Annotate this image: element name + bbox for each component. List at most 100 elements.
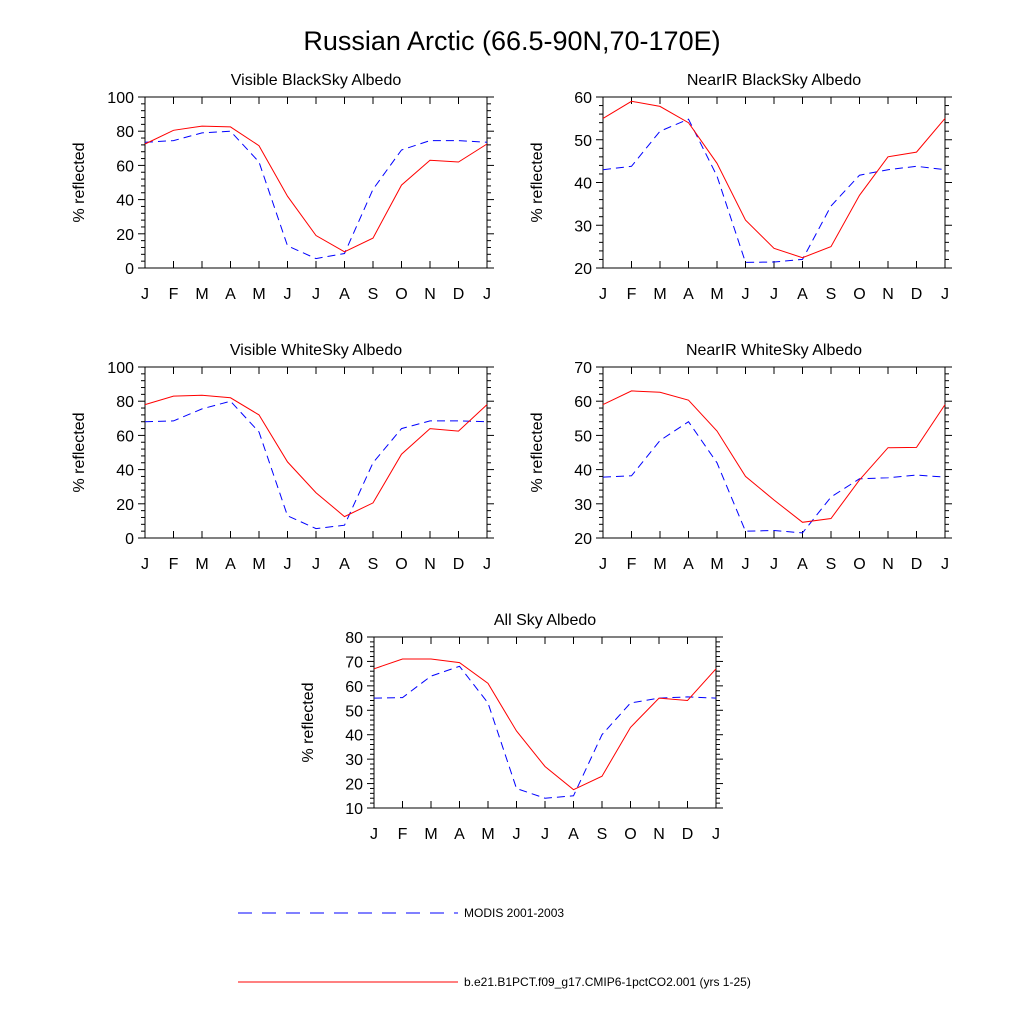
x-tick-label: M <box>653 556 666 573</box>
x-tick-label: M <box>252 286 265 303</box>
x-tick-label: F <box>627 286 637 303</box>
y-tick-label: 70 <box>345 654 363 671</box>
series-line-modis <box>602 118 946 263</box>
y-axis-label: % reflected <box>71 142 88 222</box>
x-tick-label: M <box>653 286 666 303</box>
x-tick-label: F <box>169 556 179 573</box>
panel-title: NearIR BlackSky Albedo <box>687 72 861 89</box>
series-line-modis <box>144 400 488 530</box>
x-tick-label: S <box>597 826 608 843</box>
x-tick-label: J <box>483 556 491 573</box>
x-tick-label: A <box>797 556 808 573</box>
x-tick-label: A <box>683 556 694 573</box>
x-tick-label: M <box>252 556 265 573</box>
y-tick-label: 0 <box>125 531 134 548</box>
x-tick-label: O <box>395 286 407 303</box>
x-tick-label: O <box>853 556 865 573</box>
x-tick-label: F <box>398 826 408 843</box>
series-line-model <box>602 390 946 523</box>
x-tick-label: J <box>312 286 320 303</box>
x-tick-label: A <box>339 286 350 303</box>
y-tick-label: 20 <box>345 777 363 794</box>
x-tick-label: M <box>481 826 494 843</box>
plot-frame <box>373 636 717 809</box>
x-tick-label: S <box>826 556 837 573</box>
x-tick-label: M <box>424 826 437 843</box>
y-tick-label: 70 <box>574 360 592 377</box>
y-tick-label: 30 <box>345 752 363 769</box>
legend-label-model: b.e21.B1PCT.f09_g17.CMIP6-1pctCO2.001 (y… <box>464 975 751 989</box>
panel-title: NearIR WhiteSky Albedo <box>686 342 862 359</box>
y-tick-label: 40 <box>116 463 134 480</box>
x-tick-label: O <box>853 286 865 303</box>
x-tick-label: J <box>141 556 149 573</box>
x-tick-label: J <box>599 286 607 303</box>
x-tick-label: J <box>513 826 521 843</box>
x-tick-label: J <box>770 286 778 303</box>
y-tick-label: 10 <box>345 801 363 818</box>
x-tick-label: J <box>284 286 292 303</box>
x-tick-label: D <box>453 556 465 573</box>
x-tick-label: N <box>882 286 894 303</box>
y-tick-label: 30 <box>574 497 592 514</box>
y-tick-label: 60 <box>116 158 134 175</box>
x-tick-label: S <box>368 556 379 573</box>
x-tick-label: J <box>941 556 949 573</box>
y-axis-label: % reflected <box>300 682 317 762</box>
y-axis-label: % reflected <box>529 142 546 222</box>
y-tick-label: 50 <box>574 133 592 150</box>
y-tick-label: 40 <box>574 176 592 193</box>
series-line-modis <box>373 665 717 799</box>
x-tick-label: J <box>742 286 750 303</box>
x-tick-label: J <box>599 556 607 573</box>
series-line-modis <box>144 130 488 260</box>
y-axis-label: % reflected <box>529 412 546 492</box>
x-tick-label: N <box>424 286 436 303</box>
y-tick-label: 40 <box>345 728 363 745</box>
figure-title: Russian Arctic (66.5-90N,70-170E) <box>303 26 720 56</box>
legend: MODIS 2001-2003 b.e21.B1PCT.f09_g17.CMIP… <box>238 906 751 989</box>
y-tick-label: 40 <box>574 463 592 480</box>
x-tick-label: M <box>710 556 723 573</box>
x-tick-label: N <box>424 556 436 573</box>
y-tick-label: 20 <box>116 227 134 244</box>
y-tick-label: 100 <box>107 90 134 107</box>
x-tick-label: D <box>682 826 694 843</box>
x-tick-label: A <box>225 286 236 303</box>
x-tick-label: J <box>141 286 149 303</box>
x-tick-label: M <box>195 286 208 303</box>
x-tick-label: S <box>826 286 837 303</box>
y-tick-label: 60 <box>345 679 363 696</box>
x-tick-label: A <box>797 286 808 303</box>
y-tick-label: 60 <box>116 428 134 445</box>
x-tick-label: J <box>541 826 549 843</box>
plot-frame <box>602 96 946 269</box>
x-tick-label: D <box>911 286 923 303</box>
x-tick-label: A <box>683 286 694 303</box>
x-tick-label: J <box>742 556 750 573</box>
y-axis-label: % reflected <box>71 412 88 492</box>
x-tick-label: F <box>627 556 637 573</box>
y-tick-label: 60 <box>574 90 592 107</box>
y-tick-label: 100 <box>107 360 134 377</box>
y-tick-label: 60 <box>574 394 592 411</box>
x-tick-label: J <box>284 556 292 573</box>
y-tick-label: 50 <box>345 703 363 720</box>
y-tick-label: 30 <box>574 218 592 235</box>
plot-frame <box>602 366 946 539</box>
y-tick-label: 40 <box>116 193 134 210</box>
x-tick-label: J <box>370 826 378 843</box>
y-tick-label: 80 <box>116 394 134 411</box>
series-line-modis <box>602 421 946 534</box>
panel-title: Visible BlackSky Albedo <box>231 72 402 89</box>
x-tick-label: D <box>453 286 465 303</box>
x-tick-label: J <box>941 286 949 303</box>
y-tick-label: 20 <box>574 261 592 278</box>
x-tick-label: O <box>624 826 636 843</box>
x-tick-label: M <box>710 286 723 303</box>
x-tick-label: J <box>483 286 491 303</box>
